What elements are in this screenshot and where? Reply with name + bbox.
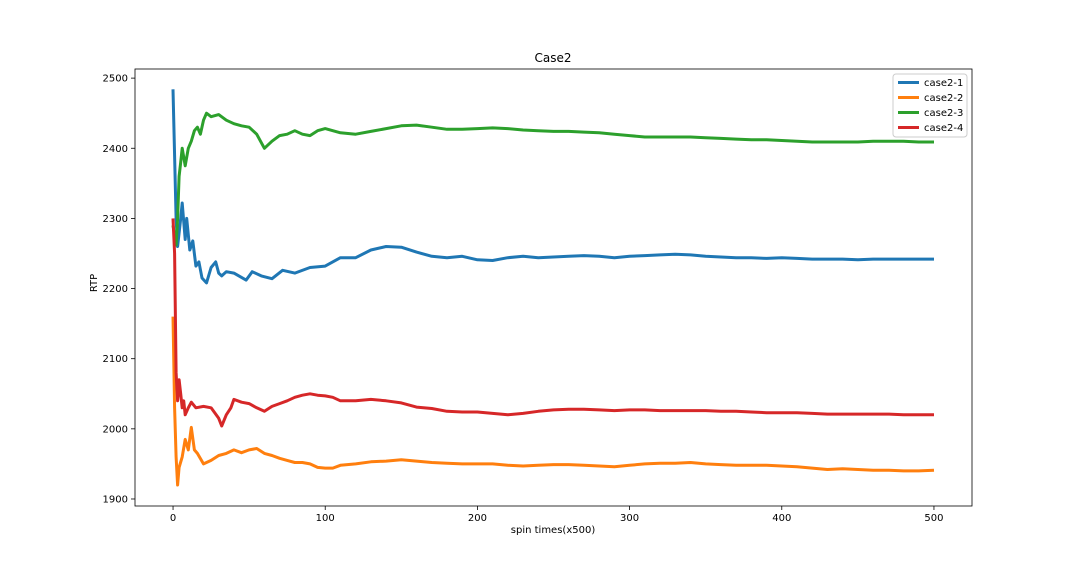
legend: case2-1 case2-2 case2-3 case2-4: [892, 73, 968, 138]
legend-label-case2-4: case2-4: [924, 123, 963, 134]
legend-label-case2-2: case2-2: [924, 93, 963, 104]
x-tick-label: 100: [316, 513, 335, 524]
y-tick-label: 2500: [103, 74, 128, 85]
legend-box: [892, 73, 968, 138]
x-axis-ticks: 0 100 200 300 400 500: [170, 506, 944, 524]
series-line-case2-1: [171, 89, 934, 285]
y-axis-ticks: 1900 2000 2100 2200 2300 2400 2500: [103, 74, 135, 505]
y-tick-label: 2100: [103, 354, 128, 365]
legend-label-case2-1: case2-1: [924, 78, 963, 89]
y-tick-label: 2200: [103, 284, 128, 295]
series-line-case2-2: [171, 316, 935, 487]
y-tick-label: 1900: [103, 494, 128, 505]
chart-title: Case2: [534, 51, 571, 65]
y-axis-label: RTP: [89, 274, 100, 292]
series-line-case2-4: [171, 218, 934, 428]
series-lines: [171, 89, 935, 487]
x-tick-label: 400: [772, 513, 791, 524]
x-axis-label: spin times(x500): [511, 525, 596, 536]
x-tick-label: 500: [924, 513, 943, 524]
x-tick-label: 300: [620, 513, 639, 524]
plot-frame: [134, 68, 973, 507]
x-tick-label: 200: [468, 513, 487, 524]
x-tick-label: 0: [170, 513, 176, 524]
y-tick-label: 2000: [103, 424, 128, 435]
legend-label-case2-3: case2-3: [924, 108, 963, 119]
y-tick-label: 2400: [103, 144, 128, 155]
series-line-case2-3: [171, 111, 934, 247]
y-tick-label: 2300: [103, 214, 128, 225]
